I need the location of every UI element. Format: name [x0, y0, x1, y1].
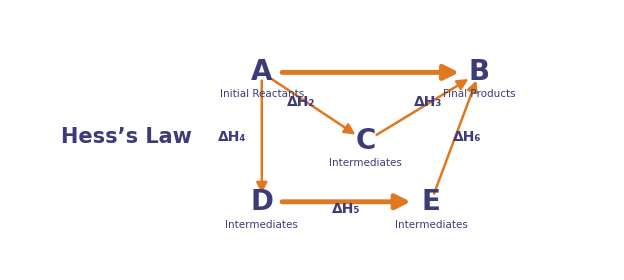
- Text: Initial Reactants: Initial Reactants: [220, 89, 304, 99]
- Text: Intermediates: Intermediates: [394, 220, 467, 230]
- Text: ΔH₂: ΔH₂: [287, 95, 316, 109]
- Text: Intermediates: Intermediates: [329, 158, 402, 168]
- Text: D: D: [250, 188, 273, 216]
- Text: ΔH₄: ΔH₄: [218, 130, 246, 144]
- Text: E: E: [422, 188, 441, 216]
- Text: B: B: [469, 59, 490, 87]
- Text: ΔH₃: ΔH₃: [414, 95, 443, 109]
- Text: Final Products: Final Products: [443, 89, 515, 99]
- Text: A: A: [251, 59, 273, 87]
- Text: Intermediates: Intermediates: [225, 220, 298, 230]
- Text: Hess’s Law: Hess’s Law: [61, 127, 192, 147]
- Text: C: C: [356, 127, 376, 155]
- Text: ΔH₆: ΔH₆: [453, 130, 482, 144]
- Text: ΔH₅: ΔH₅: [332, 202, 361, 216]
